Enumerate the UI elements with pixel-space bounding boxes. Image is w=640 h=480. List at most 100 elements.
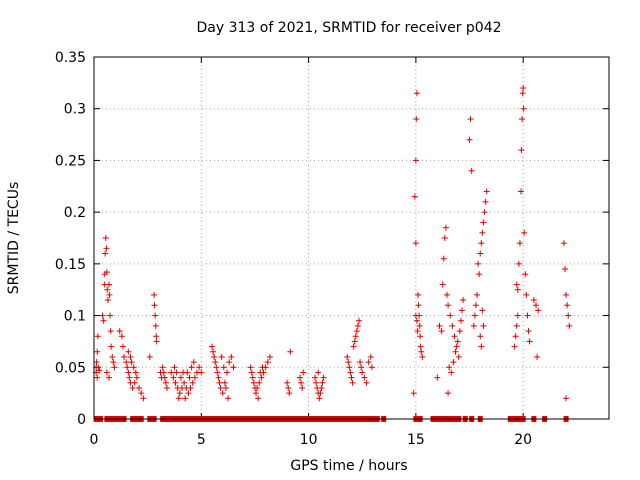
data-point	[512, 333, 519, 340]
data-point	[442, 224, 449, 231]
data-point	[565, 312, 572, 319]
data-point	[520, 105, 527, 112]
data-point	[228, 353, 235, 360]
data-point	[185, 390, 192, 397]
data-point	[125, 369, 132, 376]
data-point	[320, 374, 327, 381]
data-point	[518, 147, 525, 154]
data-point	[445, 302, 452, 309]
data-point	[129, 384, 136, 391]
data-point	[96, 367, 103, 374]
data-point	[216, 379, 223, 386]
data-point	[94, 348, 101, 355]
data-point	[124, 364, 131, 371]
data-point	[255, 395, 262, 402]
data-point	[519, 90, 526, 97]
data-point	[257, 369, 264, 376]
data-point	[481, 209, 488, 216]
y-tick-label: 0.35	[55, 50, 86, 66]
data-point	[181, 379, 188, 386]
data-point	[448, 369, 455, 376]
y-tick-label: 0.05	[55, 360, 86, 376]
data-point	[153, 333, 160, 340]
data-point	[412, 157, 419, 164]
data-point	[180, 369, 187, 376]
data-point	[449, 322, 456, 329]
data-point	[524, 312, 531, 319]
data-point	[472, 302, 479, 309]
data-point	[138, 390, 145, 397]
data-point	[513, 322, 520, 329]
data-point	[132, 369, 139, 376]
data-point	[511, 343, 518, 350]
data-point	[108, 343, 115, 350]
data-point	[349, 379, 356, 386]
data-point	[299, 384, 306, 391]
data-point	[212, 359, 219, 366]
data-point	[226, 359, 233, 366]
data-point	[347, 369, 354, 376]
data-point	[535, 307, 542, 314]
data-point	[312, 374, 319, 381]
data-point	[127, 353, 134, 360]
data-point	[348, 374, 355, 381]
data-point	[477, 250, 484, 257]
data-point	[316, 395, 323, 402]
data-point	[415, 291, 422, 298]
data-point	[171, 364, 178, 371]
data-point	[99, 312, 106, 319]
data-point	[414, 328, 421, 335]
data-point	[125, 348, 132, 355]
data-point	[434, 374, 441, 381]
data-point	[317, 390, 324, 397]
data-point	[254, 384, 261, 391]
x-tick-label: 10	[300, 432, 318, 448]
data-point	[533, 302, 540, 309]
data-point	[350, 343, 357, 350]
data-point	[162, 379, 169, 386]
data-point	[410, 390, 417, 397]
data-point	[519, 116, 526, 123]
data-point	[172, 379, 179, 386]
data-point	[123, 359, 130, 366]
data-point	[159, 364, 166, 371]
data-point	[315, 369, 322, 376]
data-point	[514, 286, 521, 293]
y-axis-label: SRMTID / TECUs	[6, 182, 22, 295]
data-point	[152, 322, 159, 329]
data-point	[209, 343, 216, 350]
data-point	[351, 338, 358, 345]
data-point	[352, 333, 359, 340]
data-point	[118, 333, 125, 340]
data-point	[215, 374, 222, 381]
data-point	[214, 369, 221, 376]
data-point	[256, 379, 263, 386]
data-point	[130, 364, 137, 371]
data-point	[480, 322, 487, 329]
y-tick-label: 0.3	[64, 102, 86, 118]
data-point	[459, 307, 466, 314]
data-point	[452, 348, 459, 355]
data-point	[220, 364, 227, 371]
data-point	[284, 379, 291, 386]
data-point	[173, 369, 180, 376]
y-tick-label: 0.25	[55, 153, 86, 169]
data-point	[455, 353, 462, 360]
y-tick-label: 0	[77, 412, 86, 428]
data-point	[357, 359, 364, 366]
data-point	[103, 269, 110, 276]
y-tick-label: 0.1	[64, 309, 86, 325]
data-point	[248, 369, 255, 376]
data-point	[446, 364, 453, 371]
data-point	[126, 374, 133, 381]
data-point	[518, 188, 525, 195]
data-point	[482, 198, 489, 205]
data-point	[534, 353, 541, 360]
data-point	[361, 374, 368, 381]
data-point	[413, 90, 420, 97]
data-point	[217, 384, 224, 391]
data-point	[476, 271, 483, 278]
data-point	[466, 136, 473, 143]
data-point	[441, 235, 448, 241]
